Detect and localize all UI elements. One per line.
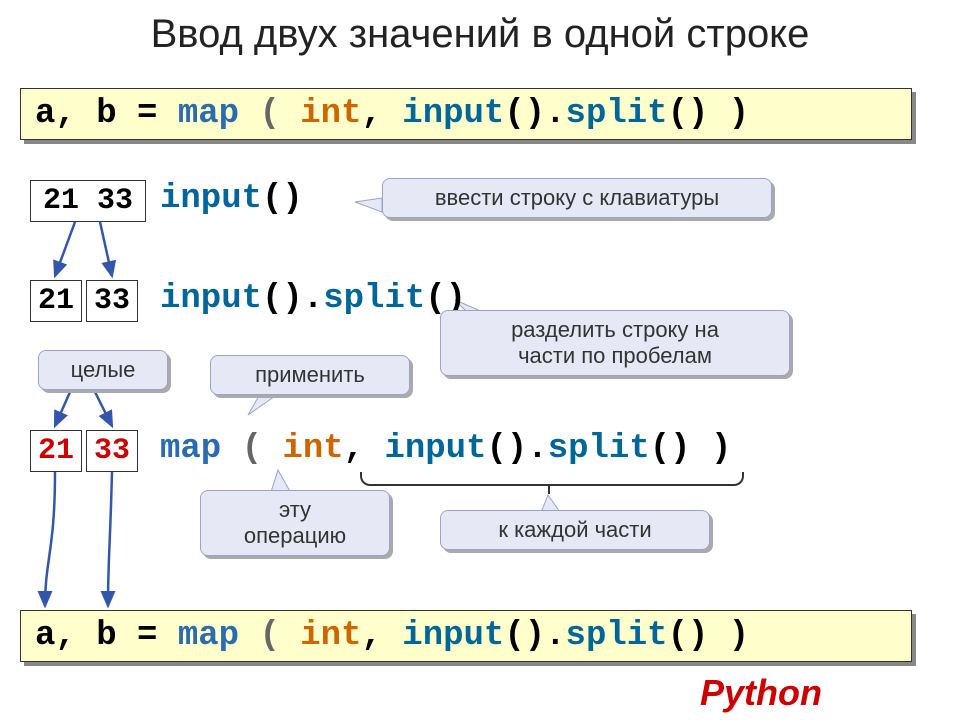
brace [360, 472, 744, 486]
codebar-top: a, b = map ( int, input().split() ) [20, 88, 912, 140]
numbox-r3-right: 33 [86, 430, 138, 472]
row3-code: map ( int, input().split() ) [160, 430, 731, 468]
callout-op: эту операцию [200, 490, 390, 556]
row1-code: input() [160, 180, 303, 218]
python-label: Python [700, 672, 822, 714]
slide: Ввод двух значений в одной строке a, b =… [0, 0, 960, 720]
numbox-pair: 21 33 [30, 180, 146, 222]
numbox-r2-left: 21 [30, 280, 82, 322]
row2-code: input().split() [160, 280, 466, 318]
page-title: Ввод двух значений в одной строке [0, 12, 960, 57]
numbox-r2-right: 33 [86, 280, 138, 322]
callout-input: ввести строку с клавиатуры [382, 178, 772, 218]
brace-tick [548, 484, 550, 494]
codebar-bottom: a, b = map ( int, input().split() ) [20, 610, 912, 662]
callout-apply: применить [210, 355, 410, 395]
numbox-r3-left: 21 [30, 430, 82, 472]
callout-split: разделить строку на части по пробелам [440, 310, 790, 376]
callout-each: к каждой части [440, 510, 710, 550]
callout-int: целые [38, 350, 168, 390]
